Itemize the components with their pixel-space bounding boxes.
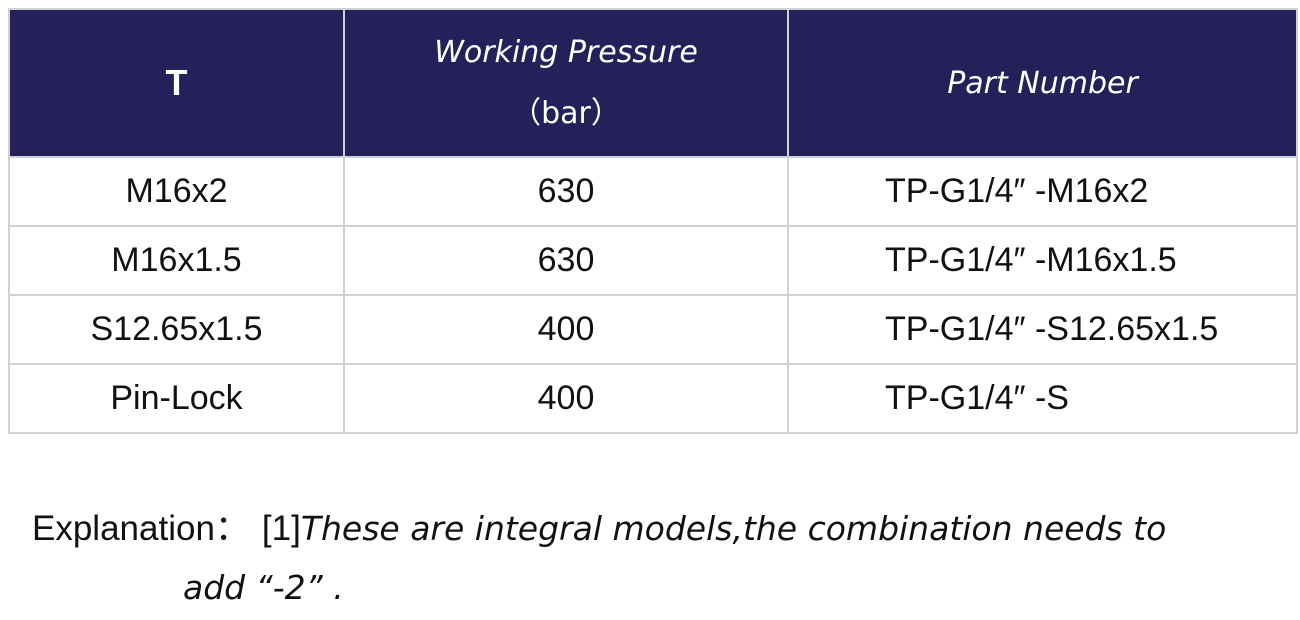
spec-table: T Working Pressure （bar） Part Number M16x… <box>8 8 1298 434</box>
header-cell: Working Pressure （bar） <box>343 8 789 158</box>
table-cell: M16x1.5 <box>8 225 345 296</box>
explanation-marker: [1] <box>261 509 301 548</box>
table-row: M16x2 630 TP-G1/4″ -M16x2 <box>8 156 1298 227</box>
table-cell: M16x2 <box>8 156 345 227</box>
table-cell: TP-G1/4″ -S <box>787 363 1298 434</box>
explanation-text: These are integral models,the combinatio… <box>300 509 1167 548</box>
header-unit: （bar） <box>511 95 621 131</box>
table-cell: Pin-Lock <box>8 363 345 434</box>
table-row: S12.65x1.5 400 TP-G1/4″ -S12.65x1.5 <box>8 294 1298 365</box>
explanation: Explanation： [1]These are integral models… <box>32 500 1166 551</box>
table-cell: TP-G1/4″ -M16x2 <box>787 156 1298 227</box>
header-title: Working Pressure <box>434 34 698 70</box>
explanation-label: Explanation： <box>32 509 250 548</box>
explanation-text: add “-2” . <box>183 568 344 607</box>
table-cell: TP-G1/4″ -M16x1.5 <box>787 225 1298 296</box>
table-row: Pin-Lock 400 TP-G1/4″ -S <box>8 363 1298 434</box>
table-row: M16x1.5 630 TP-G1/4″ -M16x1.5 <box>8 225 1298 296</box>
header-row: T Working Pressure （bar） Part Number <box>8 8 1298 158</box>
table-cell: TP-G1/4″ -S12.65x1.5 <box>787 294 1298 365</box>
table-cell: 630 <box>343 156 789 227</box>
table-cell: 400 <box>343 363 789 434</box>
table-cell: 630 <box>343 225 789 296</box>
header-cell: Part Number <box>787 8 1298 158</box>
table-cell: S12.65x1.5 <box>8 294 345 365</box>
header-cell: T <box>8 8 345 158</box>
table-cell: 400 <box>343 294 789 365</box>
